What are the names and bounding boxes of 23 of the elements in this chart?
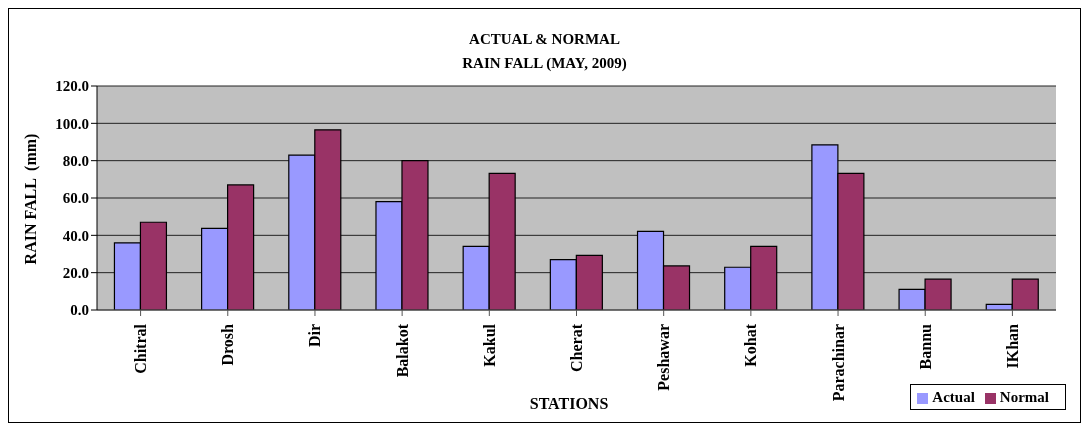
x-tick-label: Bannu <box>916 323 934 370</box>
x-axis-title: STATIONS <box>529 395 609 413</box>
chart-title: ACTUAL & NORMAL RAIN FALL (MAY, 2009) <box>461 30 628 73</box>
x-tick-label: IKhan <box>1003 323 1021 369</box>
x-tick-label: Dir <box>306 324 324 348</box>
x-tick-label: Balakot <box>393 323 411 378</box>
y-tick-label: 20.0 <box>62 264 89 281</box>
y-tick-label: 80.0 <box>62 152 89 169</box>
y-tick-label: 0.0 <box>70 302 89 319</box>
x-tick-label: Kohat <box>742 323 760 367</box>
legend-label: Actual <box>932 389 975 405</box>
y-tick-label: 60.0 <box>62 190 89 207</box>
x-tick-label: Cherat <box>568 323 585 372</box>
x-tick-label: Chitral <box>132 323 150 374</box>
legend-label: Normal <box>999 389 1049 405</box>
y-tick-label: 40.0 <box>62 227 89 244</box>
x-tick-label: Drosh <box>219 323 237 366</box>
x-tick-label: Peshawar <box>655 324 673 391</box>
y-tick-label: 120.0 <box>55 78 89 95</box>
y-tick-label: 100.0 <box>55 115 89 132</box>
y-axis-title: RAIN FALL (mm) <box>22 133 40 265</box>
x-tick-label: Kakul <box>480 323 498 367</box>
x-tick-label: Parachinar <box>829 324 847 402</box>
